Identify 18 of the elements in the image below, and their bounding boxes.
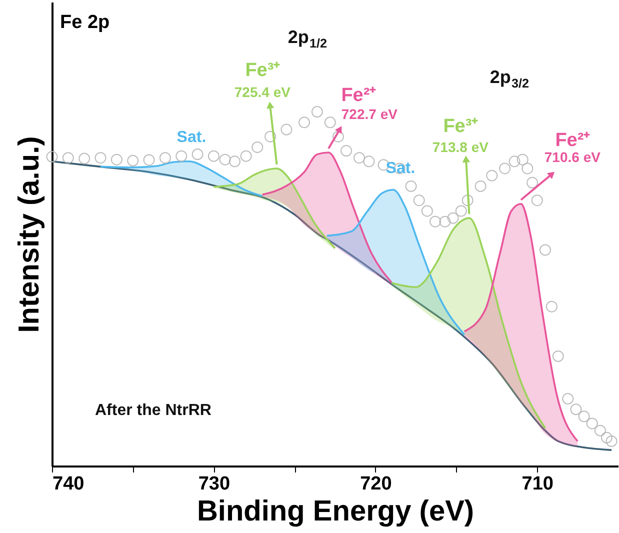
text: Fe²⁺ xyxy=(555,130,591,151)
text: Fe³⁺ xyxy=(443,116,479,137)
chart-title: Fe 2p xyxy=(60,12,110,33)
text: 725.4 eV xyxy=(234,84,292,100)
series-label: Sat. xyxy=(386,160,416,177)
y-axis-title: Intensity (a.u.) xyxy=(14,136,46,333)
x-tick-label: 710 xyxy=(522,474,554,494)
text: Fe³⁺ xyxy=(245,60,281,81)
x-tick-label: 720 xyxy=(360,474,392,494)
annotation: 713.8 eV xyxy=(432,139,490,155)
annotation: 710.6 eV xyxy=(544,149,602,165)
text: Fe²⁺ xyxy=(341,85,377,106)
annotation: 722.7 eV xyxy=(341,106,398,122)
x-tick-label: 730 xyxy=(198,474,230,494)
x-tick-label: 740 xyxy=(52,474,84,494)
annotation: After the NtrRR xyxy=(95,402,212,419)
series-label: Sat. xyxy=(176,129,206,146)
x-axis-title: Binding Energy (eV) xyxy=(196,496,474,528)
